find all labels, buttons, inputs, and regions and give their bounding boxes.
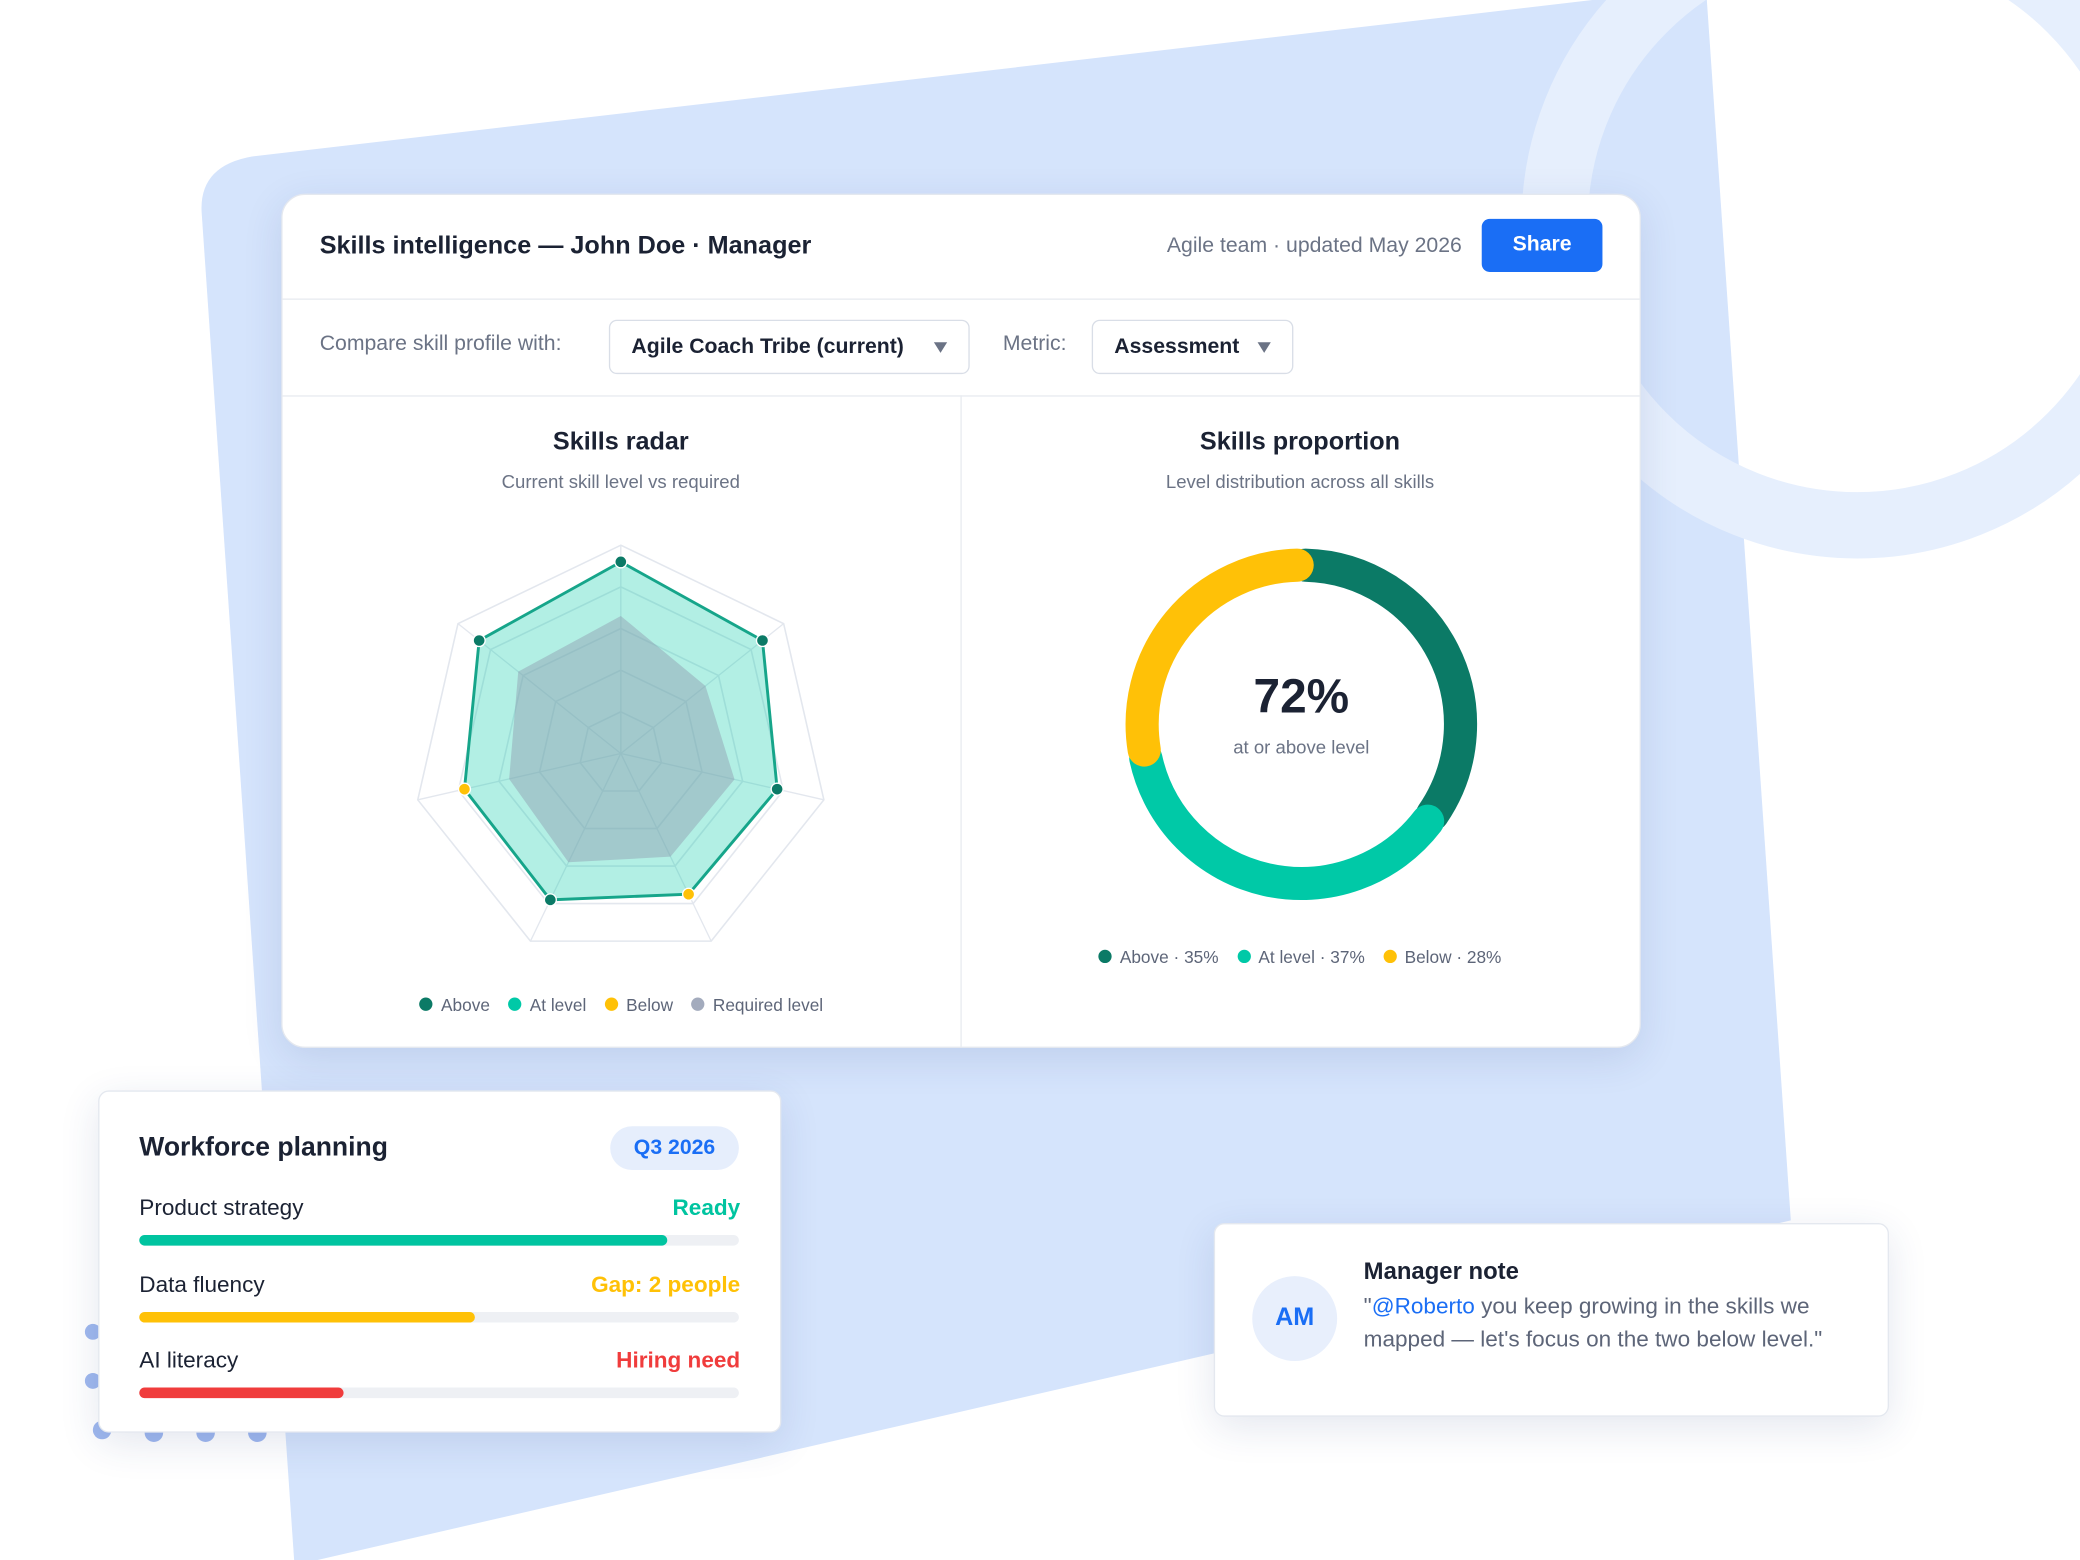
legend-item: Required level [691,991,824,1018]
row-status: Ready [672,1195,741,1221]
chart-title: Skills proportion [1200,428,1400,456]
workforce-title: Workforce planning [139,1132,388,1162]
legend-swatch [1383,949,1397,964]
legend-label: At level · 37% [1258,946,1365,967]
note-card: AM Manager note "@Roberto you keep growi… [1213,1223,1889,1417]
legend-swatch [691,997,705,1011]
radar-point [681,887,696,901]
center-label: at or above level [1233,736,1369,757]
progress-track [139,1235,739,1246]
legend-label: At level [529,994,587,1015]
legend-item: At level [508,991,587,1018]
legend-swatch [508,997,522,1011]
avatar: AM [1252,1276,1338,1362]
progress-bar [139,1235,667,1246]
spoke [620,752,825,801]
spoke [529,753,622,942]
charts: Skills radar Current skill level vs requi… [416,428,1478,942]
row-status: Gap: 2 people [591,1271,741,1297]
metric-label: Metric: [1002,332,1067,356]
chart-subtitle: Current skill level vs required [502,471,740,492]
donut-segment [1288,548,1478,832]
legend-label: Required level [712,994,824,1015]
share-button[interactable]: Share [1481,218,1603,272]
radar-point [770,782,784,796]
grid-ring [579,710,663,792]
grid-ring [538,669,703,830]
progress-bar [139,1311,476,1322]
legend-swatch [1098,949,1112,964]
grid-ring [457,585,785,905]
radar-point [543,893,557,907]
period-pill: Q3 2026 [610,1126,739,1171]
card-title: Skills intelligence — John Doe · Manager [319,232,812,261]
legend-label: Above [441,994,490,1015]
donut-segment [1125,548,1314,767]
legend-swatch [604,997,619,1011]
radar-point [755,633,770,648]
divider [282,298,1640,300]
legend-item: Above [419,991,490,1018]
progress-track [139,1311,739,1322]
progress-track [139,1387,739,1399]
spoke [417,752,621,801]
grid-ring [416,544,825,942]
radar-point [472,633,486,648]
donut-segment [1129,741,1445,901]
legend-item: At level · 37% [1237,943,1365,970]
divider [960,395,962,1047]
radar-point [457,782,472,796]
donut-legend: Above · 35% At level · 37% Below · 28% [960,943,1639,970]
note-title: Manager note [1363,1256,1519,1284]
spoke [620,623,785,754]
row-label: Product strategy [139,1195,304,1221]
row-label: AI literacy [139,1347,239,1373]
row-label: Data fluency [139,1271,265,1297]
legend-swatch [1237,949,1251,964]
grid-ring [498,627,744,867]
required-area [509,616,735,863]
chart-title: Skills radar [553,428,689,456]
spoke [457,623,622,754]
skills-card: Skills intelligence — John Doe · Manager… [281,193,1641,1048]
legend-label: Below [626,994,674,1015]
note-text: you keep growing in the skills we mapped… [1363,1293,1823,1352]
legend-item: Below · 28% [1383,943,1501,970]
center-value: 72% [1254,670,1350,723]
metric-select[interactable]: Assessment [1091,319,1294,375]
note-body: "@Roberto you keep growing in the skills… [1364,1289,1857,1355]
legend-label: Above · 35% [1119,946,1219,967]
legend-label: Below · 28% [1404,946,1502,967]
compare-label: Compare skill profile with: [319,332,562,356]
workforce-card: Workforce planning Q3 2026 Product strat… [98,1090,782,1433]
legend-item: Below [604,991,674,1018]
card-meta: Agile team · updated May 2026 [1166,234,1462,258]
legend-item: Above · 35% [1098,943,1219,970]
radar-legend: Above At level Below Required level [283,991,961,1018]
mention: @Roberto [1371,1293,1475,1319]
legend-swatch [419,997,434,1011]
spoke [620,753,712,942]
chart-subtitle: Level distribution across all skills [1166,471,1434,492]
radar-point [614,555,628,569]
compare-select[interactable]: Agile Coach Tribe (current) [608,319,970,375]
current-area [462,560,779,902]
progress-bar [139,1387,344,1399]
note-text: " [1363,1293,1372,1319]
row-status: Hiring need [616,1347,741,1373]
